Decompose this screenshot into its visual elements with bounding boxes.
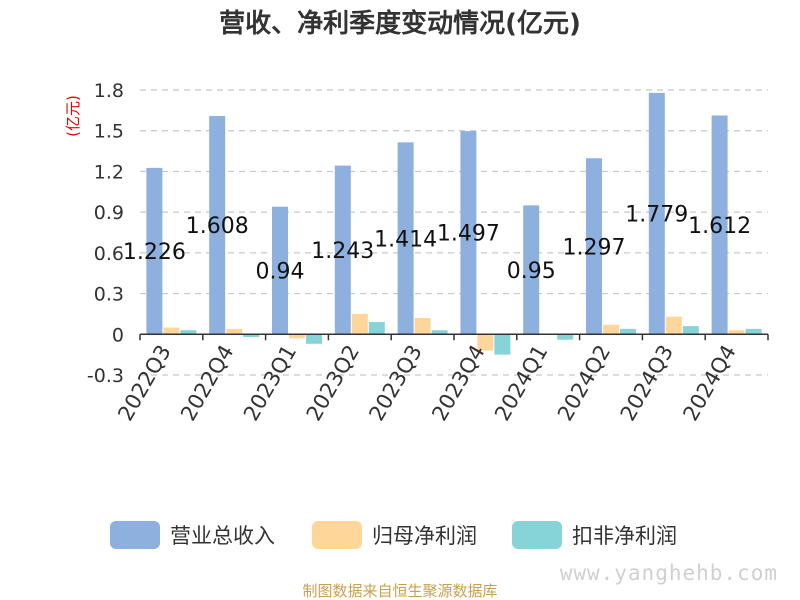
y-tick-label: 0.9 (94, 202, 124, 224)
gridlines (140, 89, 768, 376)
data-label: 1.297 (563, 235, 626, 260)
y-tick-label: -0.3 (87, 365, 124, 387)
bar-series-2-2023Q4 (494, 334, 511, 355)
y-tick-label: 0.6 (94, 243, 124, 265)
bar-series-1-2023Q3 (414, 318, 431, 335)
bar-series-2-2022Q4 (243, 334, 260, 337)
legend-swatch-0 (110, 521, 160, 549)
bar-series-0-2023Q3 (397, 142, 414, 335)
x-tick-label: 2023Q1 (239, 341, 301, 425)
x-tick-label: 2023Q2 (302, 341, 364, 425)
y-tick-label: 1.8 (94, 80, 124, 102)
bar-series-0-2024Q3 (648, 92, 665, 335)
chart-title: 营收、净利季度变动情况(亿元) (219, 8, 581, 39)
data-label: 1.779 (625, 203, 688, 228)
y-axis: -0.3 0 0.3 0.6 0.9 1.2 1.5 1.8 (87, 80, 124, 387)
bar-series-0-2023Q4 (460, 131, 477, 335)
x-tick-label: 2023Q3 (364, 341, 426, 425)
x-tick-label: 2023Q4 (427, 341, 489, 425)
bar-series-1-2023Q2 (351, 313, 368, 335)
bar-series-0-2023Q1 (272, 206, 288, 335)
data-label: 1.243 (311, 239, 374, 264)
bar-series-1-2024Q3 (665, 316, 682, 335)
y-tick-label: 1.5 (94, 121, 124, 143)
bar-series-1-2024Q2 (603, 324, 619, 335)
data-label: 1.608 (186, 214, 249, 239)
bar-series-2-2024Q4 (745, 328, 762, 335)
x-tick-label: 2024Q2 (553, 341, 615, 425)
bar-series-2-2024Q1 (557, 334, 574, 340)
legend-label-0: 营业总收入 (170, 524, 275, 548)
data-label: 1.226 (123, 240, 186, 265)
data-label: 1.414 (374, 227, 437, 252)
data-label: 0.94 (256, 260, 305, 285)
x-tick-label: 2024Q3 (616, 341, 678, 425)
bar-series-2-2023Q1 (306, 334, 322, 344)
legend: 营业总收入 归母净利润 扣非净利润 (110, 521, 677, 549)
y-axis-unit-label: (亿元) (64, 95, 82, 137)
y-tick-label: 1.2 (94, 161, 124, 183)
bar-series-2-2024Q3 (682, 326, 699, 335)
legend-label-2: 扣非净利润 (572, 524, 677, 548)
bar-series-1-2022Q3 (163, 327, 180, 335)
x-axis: 2022Q3 2022Q4 2023Q1 2023Q2 2023Q3 2023Q4 2024… (113, 333, 769, 425)
data-label: 1.497 (437, 222, 500, 247)
legend-label-1: 归母净利润 (372, 524, 477, 548)
bars (146, 92, 762, 355)
bar-series-1-2024Q4 (728, 330, 745, 335)
bar-series-0-2023Q2 (334, 165, 351, 335)
bar-series-0-2024Q4 (711, 115, 728, 335)
data-label: 0.95 (507, 259, 556, 284)
bar-series-2-2023Q3 (431, 330, 448, 335)
y-tick-label: 0.3 (94, 284, 124, 306)
legend-swatch-2 (512, 521, 562, 549)
bar-series-1-2023Q4 (477, 334, 494, 351)
bar-series-0-2022Q3 (146, 167, 163, 335)
data-label: 1.612 (688, 214, 751, 239)
watermark: www.yanghehb.com (560, 561, 778, 585)
data-source-note: 制图数据来自恒生聚源数据库 (302, 582, 497, 600)
bar-series-2-2022Q3 (180, 330, 197, 335)
y-tick-label: 0 (112, 324, 124, 346)
x-tick-label: 2022Q4 (176, 341, 238, 425)
bar-series-0-2024Q2 (586, 158, 602, 335)
bar-series-1-2023Q1 (289, 334, 305, 339)
legend-swatch-1 (312, 521, 362, 549)
x-tick-label: 2024Q4 (678, 341, 740, 425)
bar-series-0-2024Q1 (523, 205, 540, 335)
bar-series-0-2022Q4 (209, 116, 226, 335)
bar-series-2-2023Q2 (368, 322, 385, 335)
bar-series-1-2022Q4 (226, 328, 243, 335)
bar-series-2-2024Q2 (620, 328, 636, 335)
